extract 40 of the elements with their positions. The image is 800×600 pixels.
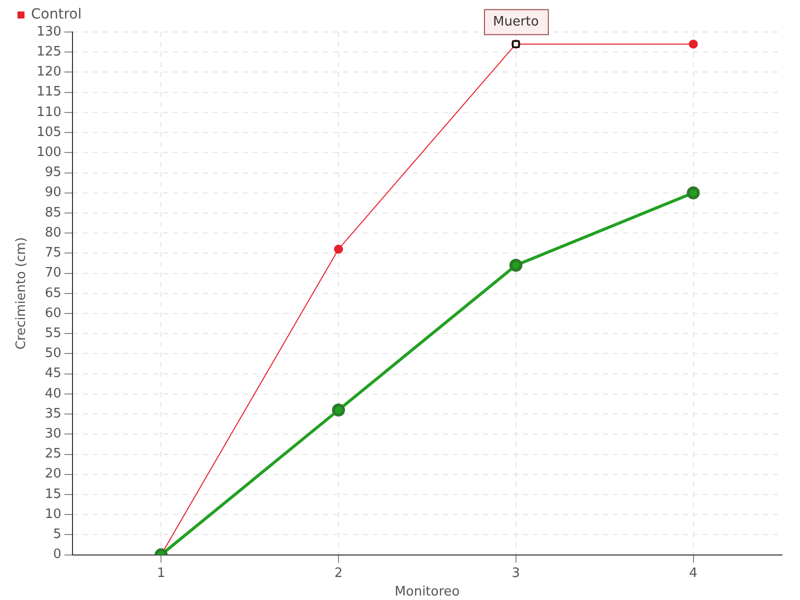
point	[688, 40, 698, 49]
x-tick-label: 3	[512, 566, 520, 581]
y-tick-label: 0	[53, 547, 62, 562]
y-tick-label: 60	[44, 306, 62, 321]
y-tick-label: 45	[44, 366, 62, 382]
x-tick-label: 2	[334, 566, 343, 581]
y-tick-label: 10	[44, 506, 62, 522]
y-tick-label: 35	[44, 406, 62, 422]
point	[686, 186, 700, 200]
y-tick-label: 75	[44, 246, 62, 261]
y-tick-label: 80	[44, 225, 62, 240]
y-tick-label: 115	[36, 84, 62, 100]
y-tick-label: 120	[36, 64, 62, 80]
y-tick-label: 55	[44, 326, 62, 341]
y-tick-label: 85	[44, 205, 62, 220]
y-tick-label: 30	[44, 426, 62, 442]
y-tick-label: 50	[44, 346, 62, 362]
annotation: Muerto	[492, 14, 539, 30]
y-tick-label: 100	[36, 145, 62, 160]
y-tick-label: 105	[36, 124, 62, 140]
y-tick-label: 95	[44, 165, 62, 180]
point	[509, 258, 522, 272]
y-tick-label: 40	[44, 386, 62, 402]
y-tick-label: 90	[44, 185, 62, 200]
x-axis-title: Monitoreo	[394, 584, 460, 600]
y-tick-label: 125	[36, 44, 62, 60]
y-tick-label: 70	[44, 266, 62, 281]
y-tick-label: 25	[44, 446, 62, 462]
y-tick-label: 15	[44, 486, 62, 502]
y-tick-label: 65	[44, 286, 62, 301]
y-axis-title: Crecimiento (cm)	[14, 237, 30, 350]
y-tick-label: 5	[53, 527, 62, 542]
x-tick-label: 4	[689, 566, 698, 581]
x-tick-label: 1	[156, 566, 166, 581]
y-tick-label: 130	[36, 24, 62, 40]
y-tick-label: 20	[44, 466, 62, 482]
legend-label: Control	[31, 6, 82, 23]
point	[332, 404, 346, 417]
y-tick-label: 110	[36, 104, 62, 120]
point	[334, 244, 344, 254]
